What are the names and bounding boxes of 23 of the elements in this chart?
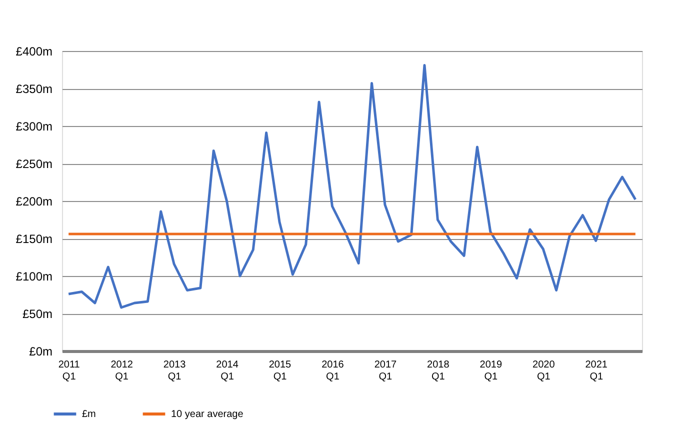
x-tick-label: 2015 Q1	[268, 360, 292, 382]
x-tick-label: 2016 Q1	[322, 360, 344, 382]
y-tick-label: £400m	[16, 44, 52, 58]
x-tick-label: 2018 Q1	[427, 360, 450, 382]
x-tick-label: 2014 Q1	[216, 360, 239, 382]
y-tick-label: £0m	[29, 344, 53, 358]
legend-label: £m	[82, 409, 96, 420]
y-tick-label: £100m	[16, 270, 52, 284]
y-tick-label: £150m	[16, 232, 52, 246]
y-tick-label: £200m	[16, 194, 52, 208]
x-tick-label: 2012 Q1	[110, 360, 134, 382]
x-tick-label: 2011 Q1	[58, 360, 80, 382]
y-tick-label: £350m	[16, 82, 52, 96]
x-tick-label: 2013 Q1	[163, 360, 186, 382]
y-tick-label: £300m	[16, 120, 52, 134]
line-series	[67, 64, 637, 309]
legend-label: 10 year average	[171, 409, 244, 420]
y-tick-label: £250m	[16, 157, 52, 171]
x-tick-label: 2019 Q1	[480, 360, 502, 382]
x-tick-label: 2017 Q1	[374, 360, 398, 382]
x-tick-label: 2020 Q1	[532, 360, 556, 382]
y-tick-label: £50m	[22, 307, 52, 321]
x-tick-label: 2021 Q1	[585, 360, 608, 382]
